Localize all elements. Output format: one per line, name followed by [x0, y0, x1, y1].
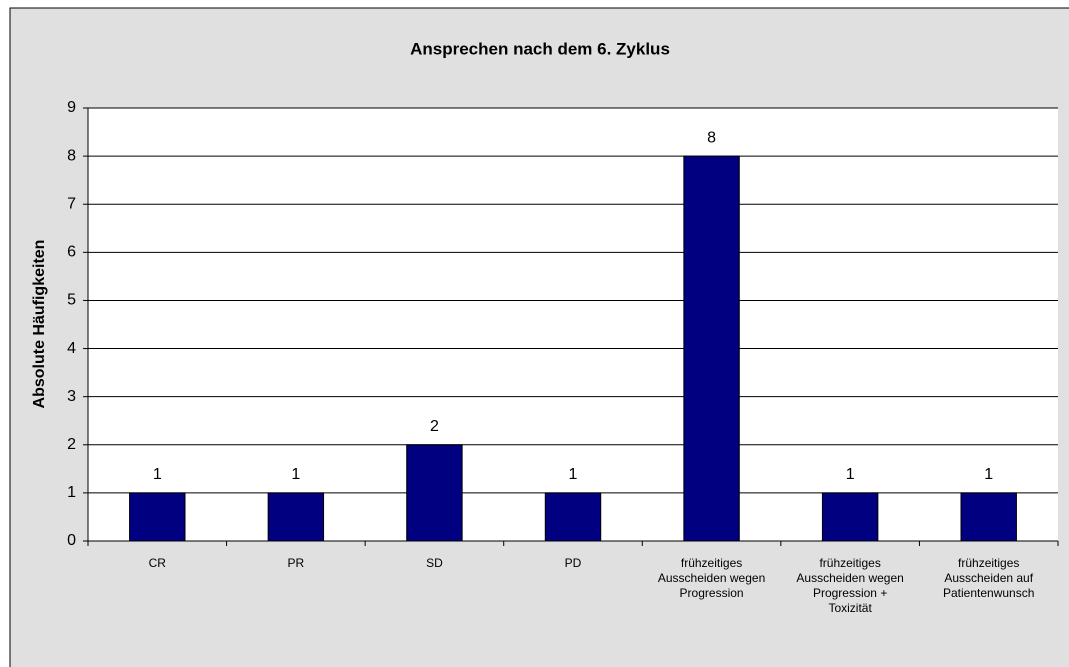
- y-tick-label: 8: [67, 147, 76, 164]
- data-label: 2: [430, 418, 439, 435]
- bar: [406, 444, 463, 542]
- y-tick-label: 9: [67, 99, 76, 116]
- data-label: 8: [707, 129, 716, 146]
- x-tick-label: PR: [287, 556, 305, 570]
- plot-area: [88, 108, 1058, 541]
- bar: [683, 155, 740, 542]
- data-label: 1: [984, 466, 993, 483]
- y-axis-label: Absolute Häufigkeiten: [31, 240, 48, 409]
- y-tick-label: 2: [67, 436, 76, 453]
- y-tick-label: 0: [67, 532, 76, 549]
- x-tick-label: frühzeitiges Ausscheiden auf Patientenwu…: [943, 556, 1035, 600]
- x-tick-label: SD: [426, 556, 443, 570]
- bar: [544, 492, 602, 542]
- x-tick-label: frühzeitiges Ausscheiden wegen Progressi…: [796, 556, 904, 615]
- x-tick-label: frühzeitiges Ausscheiden wegen Progressi…: [657, 556, 766, 600]
- bar: [129, 492, 186, 542]
- bar: [960, 492, 1017, 542]
- data-label: 1: [153, 466, 162, 483]
- data-label: 1: [291, 466, 300, 483]
- x-tick-label: PD: [564, 556, 582, 570]
- y-tick-label: 3: [67, 388, 76, 405]
- bar: [821, 492, 879, 542]
- data-label: 1: [846, 466, 855, 483]
- y-tick-label: 7: [67, 195, 76, 212]
- y-tick-label: 6: [67, 244, 76, 261]
- y-tick-label: 4: [67, 340, 76, 357]
- bar: [267, 492, 325, 542]
- x-tick-label: CR: [148, 556, 166, 570]
- y-tick-label: 5: [67, 292, 76, 309]
- data-label: 1: [569, 466, 578, 483]
- y-tick-label: 1: [67, 484, 76, 501]
- chart-title: Ansprechen nach dem 6. Zyklus: [410, 39, 670, 58]
